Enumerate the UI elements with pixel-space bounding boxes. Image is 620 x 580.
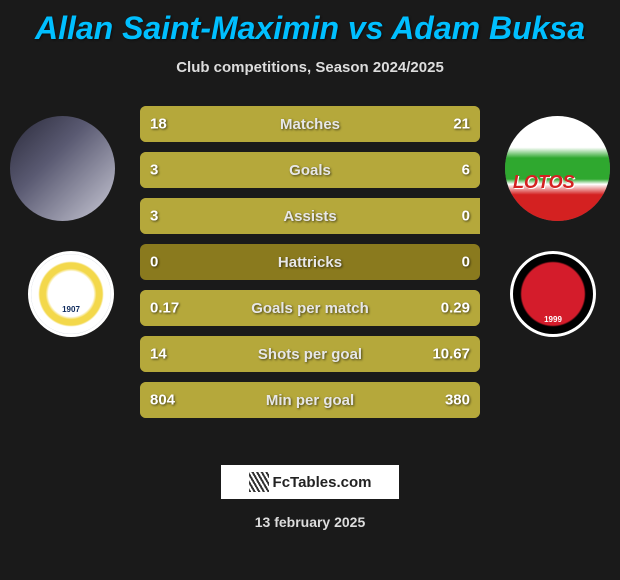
stat-value-left: 0.17 (150, 300, 179, 317)
stat-label: Goals (289, 162, 331, 179)
stat-value-left: 804 (150, 392, 175, 409)
avatar-image: LOTOS (505, 116, 610, 221)
stat-value-left: 3 (150, 162, 158, 179)
club-badge-icon: 1907 (28, 251, 114, 337)
stat-row: Min per goal 804 380 (140, 382, 480, 418)
stat-value-left: 0 (150, 254, 158, 271)
player-right-avatar: LOTOS (505, 116, 610, 221)
stat-value-right: 0 (462, 208, 470, 225)
stat-value-right: 10.67 (432, 346, 470, 363)
stat-value-left: 18 (150, 116, 167, 133)
club-right-badge: 1999 (510, 251, 596, 337)
stat-value-left: 3 (150, 208, 158, 225)
subtitle: Club competitions, Season 2024/2025 (0, 59, 620, 76)
club-year: 1907 (31, 305, 111, 314)
stat-value-left: 14 (150, 346, 167, 363)
date-label: 13 february 2025 (0, 514, 620, 530)
footer-brand[interactable]: FcTables.com (220, 464, 400, 500)
player-left-avatar (10, 116, 115, 221)
stat-label: Hattricks (278, 254, 342, 271)
stat-value-right: 0 (462, 254, 470, 271)
stat-value-right: 0.29 (441, 300, 470, 317)
club-left-badge: 1907 (28, 251, 114, 337)
stat-row: Shots per goal 14 10.67 (140, 336, 480, 372)
stat-row: Goals per match 0.17 0.29 (140, 290, 480, 326)
stat-label: Matches (280, 116, 340, 133)
avatar-image (10, 116, 115, 221)
brand-text: FcTables.com (273, 474, 372, 491)
stat-label: Goals per match (251, 300, 369, 317)
stat-label: Shots per goal (258, 346, 362, 363)
brand-icon (249, 472, 269, 492)
stat-row: Matches 18 21 (140, 106, 480, 142)
stat-row: Goals 3 6 (140, 152, 480, 188)
stat-label: Assists (283, 208, 336, 225)
stat-fill-right (252, 152, 480, 188)
stat-label: Min per goal (266, 392, 354, 409)
stat-bars: Matches 18 21 Goals 3 6 Assists 3 0 Hattricks 0 0 Go… (140, 106, 480, 428)
stat-value-right: 21 (453, 116, 470, 133)
stat-value-right: 380 (445, 392, 470, 409)
club-badge-icon: 1999 (510, 251, 596, 337)
sponsor-text: LOTOS (513, 172, 575, 193)
stat-row: Assists 3 0 (140, 198, 480, 234)
stat-row: Hattricks 0 0 (140, 244, 480, 280)
comparison-panel: LOTOS 1907 1999 Matches 18 21 Goals 3 6 Assist… (0, 106, 620, 446)
page-title: Allan Saint-Maximin vs Adam Buksa (0, 0, 620, 47)
club-year: 1999 (513, 315, 593, 324)
stat-value-right: 6 (462, 162, 470, 179)
